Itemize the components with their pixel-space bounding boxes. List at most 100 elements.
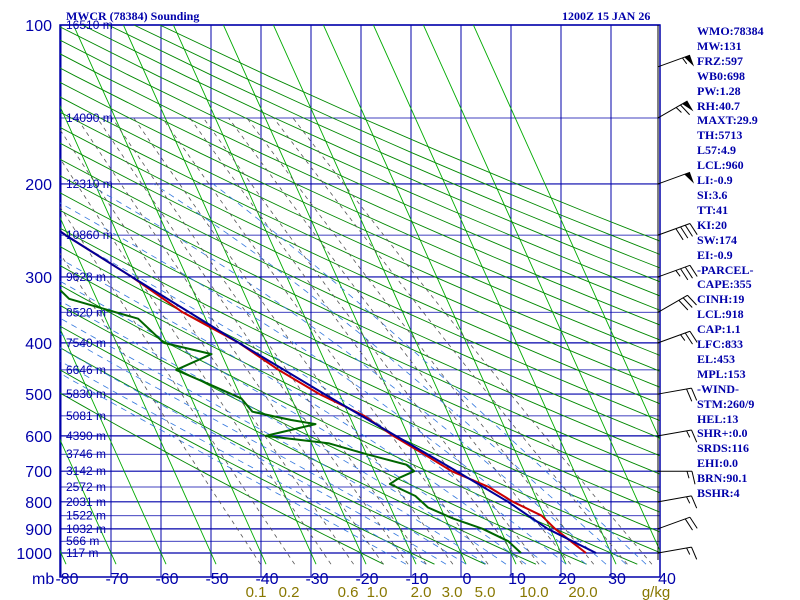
temperature-tick-label: -10 <box>405 571 428 588</box>
isotherm <box>172 25 417 565</box>
height-label: 5830 m <box>66 387 106 401</box>
pressure-tick-label: 300 <box>25 270 52 287</box>
dry-adiabat <box>60 284 638 565</box>
index-value: LCL:918 <box>697 307 744 322</box>
pressure-tick-label: 800 <box>25 495 52 512</box>
index-value: BSHR:4 <box>697 486 740 501</box>
mixing-ratio-line <box>60 252 261 565</box>
height-label: 16510 m <box>66 18 113 32</box>
index-value: LFC:833 <box>697 337 743 352</box>
dry-adiabat <box>60 81 660 356</box>
temperature-tick-label: 10 <box>508 571 526 588</box>
dry-adiabat <box>60 111 660 388</box>
dry-adiabat <box>60 209 660 494</box>
height-label: 5081 m <box>66 409 106 423</box>
index-value: MW:131 <box>697 38 742 53</box>
parcel-profile <box>60 230 597 554</box>
pressure-tick-label: 700 <box>25 464 52 481</box>
dewpoint-profile <box>60 288 522 554</box>
index-value: KI:20 <box>697 217 727 232</box>
temperature-tick-label: 40 <box>658 571 676 588</box>
height-label: 1522 m <box>66 509 106 523</box>
height-label: 117 m <box>66 546 98 560</box>
wind-barb <box>657 429 698 443</box>
dry-adiabat <box>60 175 660 457</box>
index-value: L57:4.9 <box>697 143 736 158</box>
wind-barb <box>657 223 698 241</box>
temperature-tick-label: 0 <box>463 571 472 588</box>
dry-adiabat <box>60 246 660 533</box>
temperature-tick-label: -30 <box>305 571 328 588</box>
isotherm <box>60 327 167 565</box>
dry-adiabat-lines <box>60 25 660 565</box>
height-label: 9628 m <box>66 270 106 284</box>
temperature-tick-label: -80 <box>55 571 78 588</box>
mixing-ratio-tick-label: 3.0 <box>442 584 463 600</box>
sounding-series <box>60 229 597 554</box>
dry-adiabat <box>60 369 435 565</box>
index-value: HEL:13 <box>697 411 739 426</box>
mixing-ratio-line <box>292 117 653 565</box>
wind-barb <box>657 330 698 345</box>
index-value: MPL:153 <box>697 366 746 381</box>
isotherm <box>0 1 16 564</box>
index-value: SI:3.6 <box>697 187 728 202</box>
index-value: CAP:1.1 <box>697 322 741 337</box>
dry-adiabat <box>107 25 660 269</box>
index-value: TT:41 <box>697 202 729 217</box>
index-value: PW:1.28 <box>697 83 741 98</box>
wind-barb <box>657 516 698 531</box>
height-label: 10860 m <box>66 228 113 242</box>
dry-adiabat <box>60 265 660 554</box>
dry-adiabat <box>60 158 660 439</box>
pressure-tick-label: 400 <box>25 336 52 353</box>
moist-adiabat <box>60 300 507 565</box>
dry-adiabat <box>133 25 660 255</box>
isotherm <box>222 25 467 565</box>
index-value: EHI:0.0 <box>697 456 739 471</box>
dry-adiabat <box>60 142 660 422</box>
moist-adiabat <box>60 280 527 565</box>
height-label: 566 m <box>66 534 99 548</box>
pressure-tick-label: 1000 <box>16 546 52 563</box>
dry-adiabat <box>60 304 587 565</box>
wind-barb <box>657 54 695 68</box>
mixing-ratio-tick-label: 0.2 <box>279 584 300 600</box>
index-value: CINH:19 <box>697 292 745 307</box>
temperature-tick-label: -70 <box>105 571 128 588</box>
index-value: EL:453 <box>697 351 736 366</box>
pressure-tick-label: 900 <box>25 522 52 539</box>
moist-adiabat <box>60 360 427 565</box>
mixing-ratio-line <box>76 117 384 565</box>
isotherm <box>72 25 317 565</box>
mixing-ratio-tick-label: 5.0 <box>475 584 496 600</box>
isotherm <box>272 25 517 565</box>
isotherm <box>372 25 617 565</box>
height-label: 3142 m <box>66 464 106 478</box>
moist-adiabat <box>60 333 467 565</box>
dry-adiabat <box>60 39 660 311</box>
indices-panel: WMO:78384 MW:131 FRZ:597 WB0:698 PW:1.28 RH:4… <box>697 24 800 501</box>
index-value: STM:260/9 <box>697 396 755 411</box>
height-label: 14090 m <box>66 111 113 125</box>
index-value: BRN:90.1 <box>697 471 748 486</box>
mixing-ratio-tick-label: 0.1 <box>246 584 267 600</box>
mixing-ratio-tick-label: g/kg <box>642 584 670 600</box>
mixing-ratio-tick-label: 20.0 <box>568 584 597 600</box>
wind-barb <box>657 495 698 509</box>
height-label: 2031 m <box>66 495 106 509</box>
height-label: 2572 m <box>66 480 106 494</box>
index-value: LI:-0.9 <box>697 173 733 188</box>
mixing-ratio-line <box>273 117 628 565</box>
temperature-tick-label: -60 <box>155 571 178 588</box>
dry-adiabat <box>60 392 384 565</box>
x-axis-label: mb <box>32 571 54 588</box>
mixing-ratio-line <box>189 117 523 565</box>
dry-adiabat <box>60 192 660 475</box>
temperature-tick-label: -50 <box>205 571 228 588</box>
temperature-tick-label: 20 <box>558 571 576 588</box>
index-value: CAPE:355 <box>697 277 752 292</box>
mixing-ratio-tick-label: 0.6 <box>338 584 359 600</box>
